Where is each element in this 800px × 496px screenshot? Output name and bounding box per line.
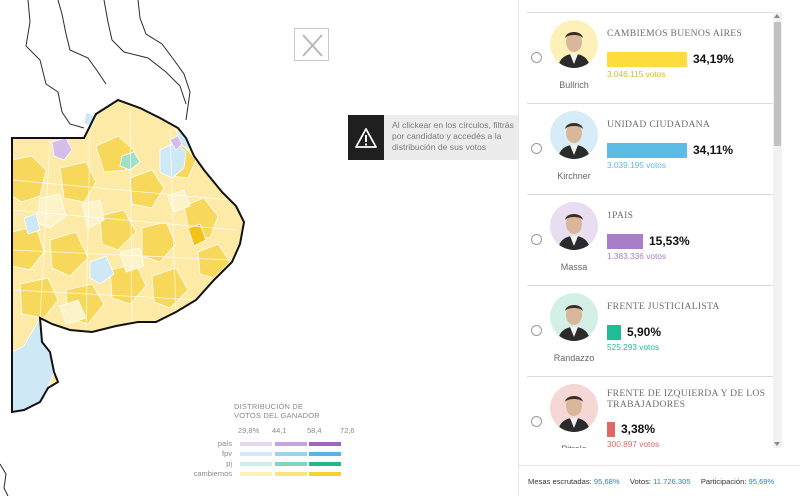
tooltip-text: Al clickear en los círculos, filtrás por…: [384, 115, 520, 160]
mesas-value: 95,68%: [593, 477, 620, 486]
participacion-value: 95,69%: [748, 477, 775, 486]
party-name: 1PAIS: [607, 210, 634, 221]
legend-swatch: [309, 442, 341, 446]
legend-row: fpv: [0, 449, 520, 458]
scrollbar-thumb[interactable]: [774, 22, 781, 146]
tooltip: Al clickear en los círculos, filtrás por…: [348, 115, 520, 160]
departments-dark: [11, 135, 231, 325]
party-name: FRENTE DE IZQUIERDA Y DE LOS TRABAJADORE…: [607, 388, 766, 410]
candidate-radio[interactable]: [531, 234, 542, 245]
province-outline: [11, 98, 246, 414]
candidate-radio[interactable]: [531, 416, 542, 427]
party-name: FRENTE JUSTICIALISTA: [607, 301, 720, 312]
legend-row-label: país: [217, 439, 232, 448]
candidate-item[interactable]: Randazzo FRENTE JUSTICIALISTA 5,90% 525.293…: [527, 285, 773, 375]
candidate-name: Randazzo: [553, 353, 595, 363]
legend-swatch: [240, 442, 272, 446]
legend-swatch: [240, 462, 272, 466]
legend-row: pj: [0, 459, 520, 468]
legend-swatch: [240, 472, 272, 476]
department-pj: [119, 151, 141, 171]
vote-count: 3.046.115 votos: [607, 69, 666, 79]
candidate-radio[interactable]: [531, 143, 542, 154]
party-name: CAMBIEMOS BUENOS AIRES: [607, 28, 743, 39]
legend-tick: 44,1: [272, 426, 287, 435]
candidate-photo: [550, 202, 598, 250]
legend-tick: 72,6: [340, 426, 355, 435]
vote-percentage: 15,53%: [649, 234, 690, 248]
candidate-list[interactable]: Bullrich CAMBIEMOS BUENOS AIRES 34,19% 3.04…: [519, 12, 773, 448]
scroll-down-icon[interactable]: [774, 442, 780, 446]
legend-row-label: fpv: [221, 449, 232, 458]
department-pais-2: [169, 135, 183, 151]
vote-count: 300.897 votos: [607, 439, 660, 448]
vote-count: 1.383.336 votos: [607, 251, 667, 261]
scrollbar[interactable]: [773, 12, 782, 448]
candidate-photo: [550, 384, 598, 432]
vote-percentage: 5,90%: [627, 325, 662, 339]
candidate-item[interactable]: Massa 1PAIS 15,53% 1.383.336 votos: [527, 194, 773, 284]
legend-row-label: cambiemos: [193, 469, 232, 478]
close-icon: [302, 34, 323, 57]
vote-share-bar: [607, 234, 643, 249]
vote-share-bar: [607, 422, 615, 437]
candidate-name: Pitrola: [544, 444, 604, 448]
departments-blue: [11, 111, 193, 413]
legend-tick: 29,8%: [238, 426, 260, 435]
candidate-name: Kirchner: [557, 171, 591, 181]
legend-swatch: [309, 452, 341, 456]
legend-swatch: [275, 442, 307, 446]
legend: DISTRIBUCIÓN DE VOTOS DEL GANADOR 29,8% …: [234, 402, 355, 438]
vote-percentage: 34,11%: [693, 143, 734, 157]
legend-swatch: [275, 452, 307, 456]
legend-swatch: [275, 472, 307, 476]
vote-percentage: 34,19%: [693, 52, 734, 66]
legend-swatch: [309, 472, 341, 476]
vote-count: 525.293 votos: [607, 342, 660, 352]
legend-row: cambiemos: [0, 469, 520, 478]
candidate-photo: [550, 20, 598, 68]
legend-row: país: [0, 439, 520, 448]
buenos-aires-map[interactable]: [0, 0, 520, 496]
results-footer: Mesas escrutadas: 95,68% Votos: 11.726.3…: [519, 465, 800, 496]
results-sidebar: Bullrich CAMBIEMOS BUENOS AIRES 34,19% 3.04…: [518, 0, 800, 496]
participacion-label: Participación:: [700, 477, 747, 486]
candidate-item[interactable]: Kirchner UNIDAD CIUDADANA 34,11% 3.039.195 …: [527, 103, 773, 193]
legend-title-line2: VOTOS DEL GANADOR: [234, 411, 320, 420]
votos-value: 11.726.305: [653, 477, 691, 486]
scroll-up-icon[interactable]: [774, 14, 780, 18]
candidate-radio[interactable]: [531, 325, 542, 336]
warning-icon: [348, 115, 384, 160]
candidate-item[interactable]: Bullrich CAMBIEMOS BUENOS AIRES 34,19% 3.04…: [527, 12, 773, 102]
mesas-label: Mesas escrutadas:: [528, 477, 592, 486]
candidate-radio[interactable]: [531, 52, 542, 63]
legend-row-label: pj: [226, 459, 232, 468]
candidate-name: Bullrich: [559, 80, 589, 90]
legend-swatch: [240, 452, 272, 456]
legend-swatch: [309, 462, 341, 466]
vote-count: 3.039.195 votos: [607, 160, 667, 170]
candidate-name: Massa: [560, 262, 588, 272]
vote-share-bar: [607, 143, 687, 158]
votos-label: Votos:: [629, 477, 651, 486]
legend-swatch: [275, 462, 307, 466]
legend-title-line1: DISTRIBUCIÓN DE: [234, 402, 304, 411]
candidate-photo: [550, 293, 598, 341]
party-name: UNIDAD CIUDADANA: [607, 119, 711, 130]
close-button[interactable]: [294, 28, 329, 61]
candidate-photo: [550, 111, 598, 159]
legend-ticks: 29,8% 44,1 58,4 72,6: [234, 426, 355, 438]
vote-share-bar: [607, 52, 687, 67]
vote-share-bar: [607, 325, 621, 340]
map-area: Al clickear en los círculos, filtrás por…: [0, 0, 520, 496]
legend-tick: 58,4: [307, 426, 322, 435]
candidate-item[interactable]: Pitrola FRENTE DE IZQUIERDA Y DE LOS TRAB…: [527, 376, 773, 448]
vote-percentage: 3,38%: [621, 422, 656, 436]
